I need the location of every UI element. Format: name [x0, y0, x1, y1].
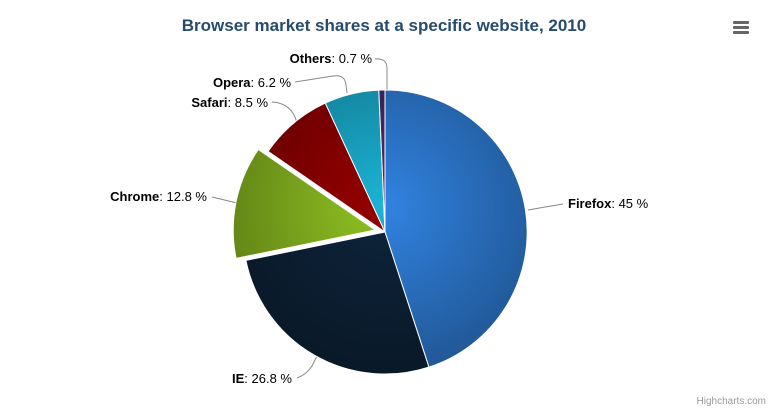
pie-slice-firefox[interactable]	[384, 89, 528, 368]
chart-title: Browser market shares at a specific webs…	[182, 16, 586, 35]
label-connector-others	[374, 58, 388, 92]
data-label-others: Others: 0.7 %	[290, 51, 373, 66]
highcharts-credit-link[interactable]: Highcharts.com	[697, 396, 766, 407]
label-connector-firefox	[527, 203, 564, 211]
label-connector-chrome	[211, 196, 238, 204]
label-connectors	[211, 58, 564, 379]
data-labels: Firefox: 45 % IE: 26.8 % Chrome: 12.8 % Saf…	[110, 51, 648, 386]
data-label-firefox: Firefox: 45 %	[568, 196, 649, 211]
data-label-safari: Safari: 8.5 %	[191, 95, 268, 110]
data-label-ie: IE: 26.8 %	[232, 371, 292, 386]
pie-slice-others[interactable]	[378, 89, 386, 233]
pie-slice-ie[interactable]	[245, 231, 430, 375]
label-connector-opera	[294, 75, 348, 94]
label-connector-ie	[296, 351, 320, 379]
hamburger-menu-icon[interactable]	[733, 21, 749, 34]
pie-slice-chrome[interactable]	[232, 148, 377, 259]
data-label-chrome: Chrome: 12.8 %	[110, 189, 207, 204]
data-label-opera: Opera: 6.2 %	[213, 75, 291, 90]
label-connector-safari	[271, 101, 298, 124]
pie-series	[232, 89, 528, 375]
